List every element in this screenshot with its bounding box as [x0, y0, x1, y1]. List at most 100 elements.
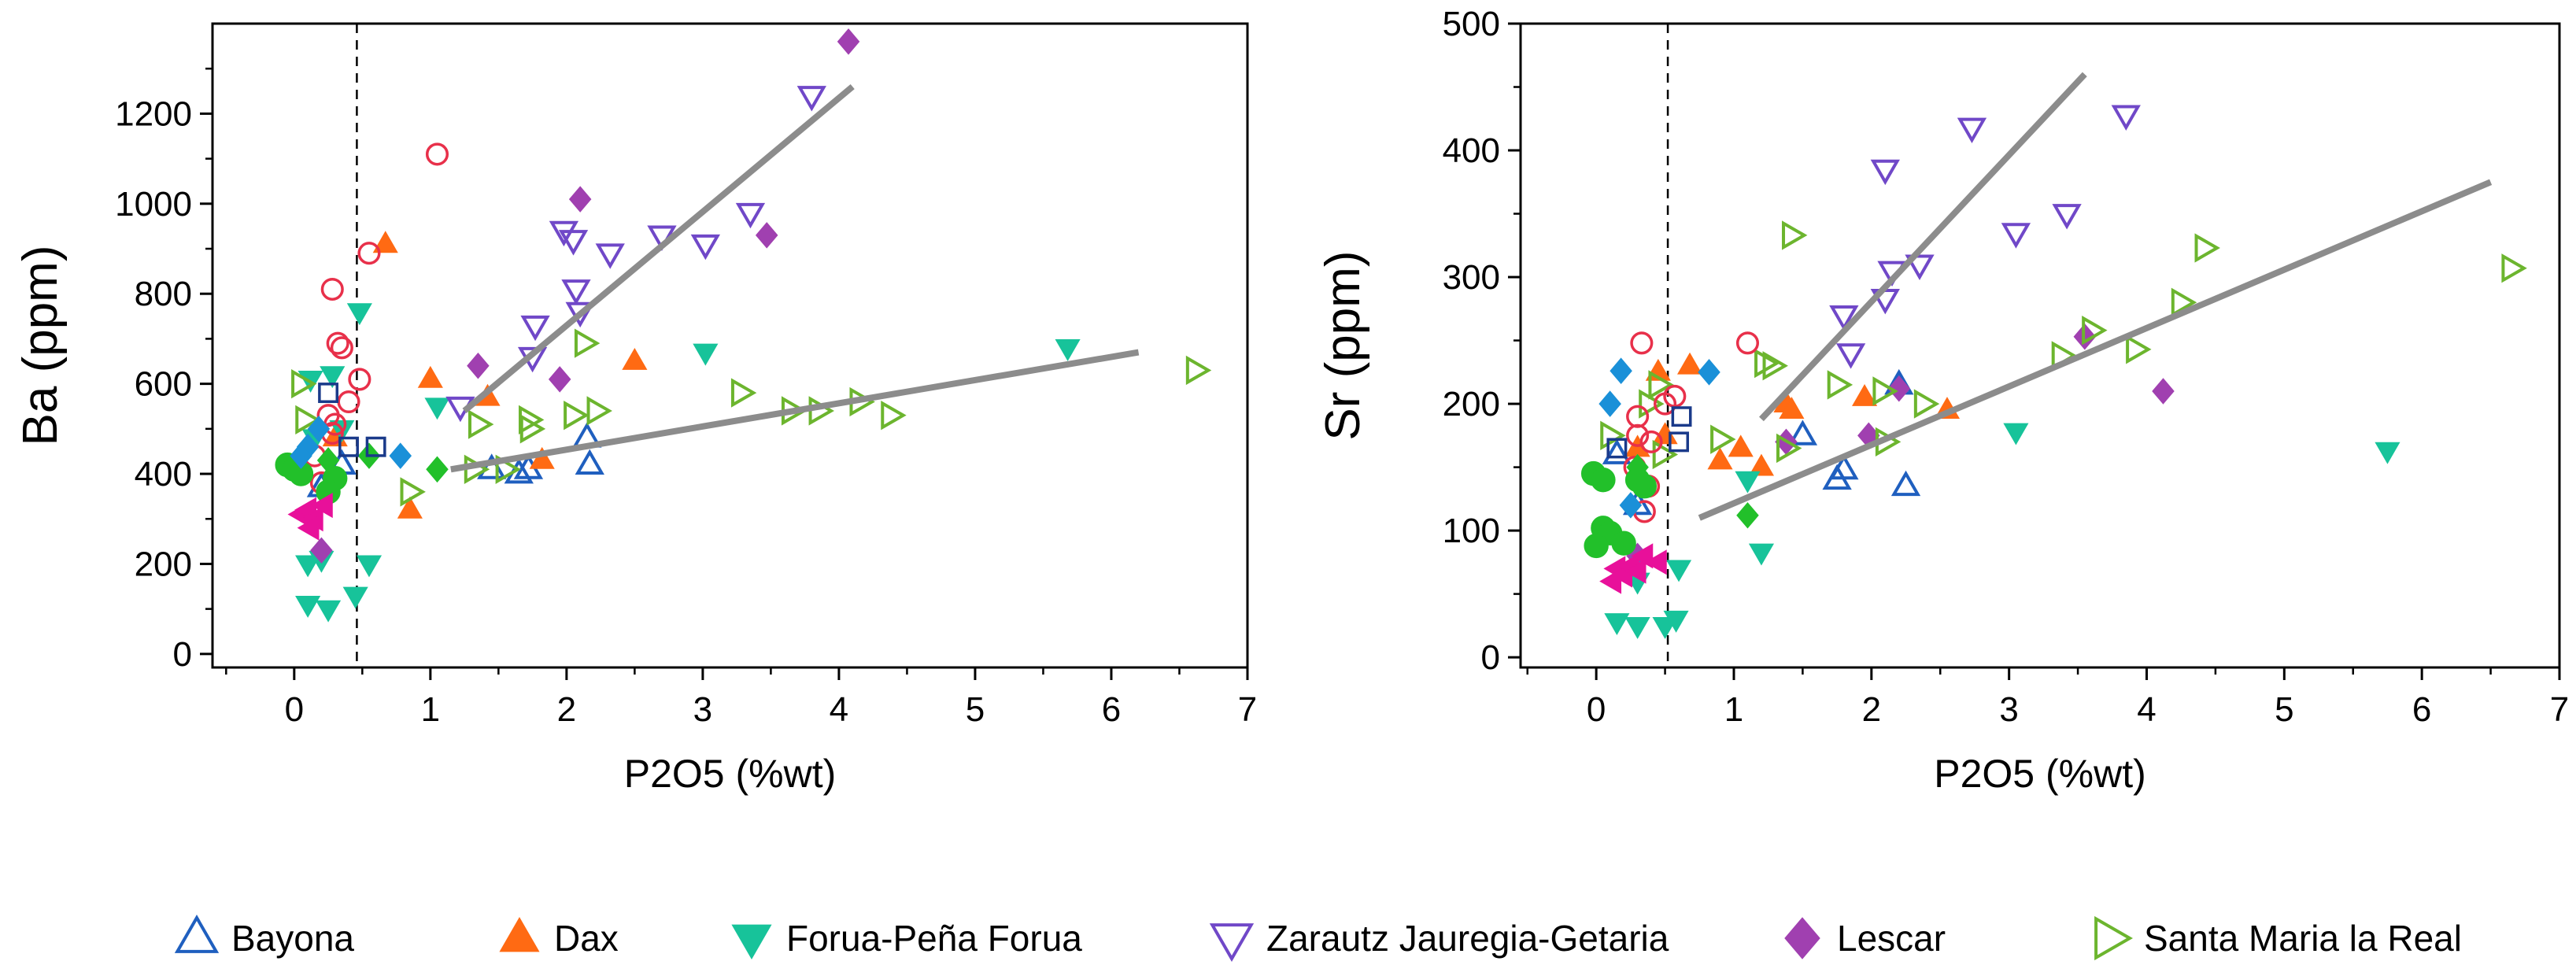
ba-chart: 0 1 2 3 4 5 6 7 0 200 400 600 800 1000 1200 P2O5 (%wt) B… [13, 22, 1257, 796]
ba-x-axis-label: P2O5 (%wt) [624, 752, 837, 796]
legend-label-forua-pe-a-forua: Forua-Peña Forua [786, 918, 1082, 959]
ba-point-zarautz-jauregia-getaria [690, 234, 721, 261]
ba-point-navy-open-squares [318, 383, 339, 404]
sr-point-blue-filled-diamonds [1610, 357, 1632, 384]
sr-point-open-circles [1735, 331, 1760, 355]
sr-point-forua-pe-a-forua [1665, 560, 1692, 582]
ba-point-santa-maria-la-real [730, 378, 757, 408]
sr-point-bayona [1602, 438, 1632, 464]
sr-point-santa-maria-la-real [1827, 370, 1853, 400]
legend-label-santa-maria-la-real: Santa Maria la Real [2144, 918, 2462, 959]
ba-point-navy-open-squares [365, 436, 386, 457]
ba-x-tick-label: 5 [966, 690, 985, 729]
sr-y-tick-label: 200 [1443, 385, 1500, 423]
sr-point-zarautz-jauregia-getaria [1905, 254, 1935, 280]
ba-point-lescar [755, 222, 778, 249]
sr-point-open-circles [1639, 430, 1663, 453]
sr-x-tick-label: 0 [1587, 690, 1606, 729]
ba-point-santa-maria-la-real [295, 405, 321, 435]
legend-label-lescar: Lescar [1837, 918, 1946, 959]
ba-point-santa-maria-la-real [495, 454, 522, 484]
sr-point-green-filled-circles [1584, 533, 1609, 559]
ba-point-zarautz-jauregia-getaria [558, 230, 589, 256]
sr-point-bayona [1890, 470, 1921, 497]
ba-point-dax [529, 446, 555, 469]
sr-point-santa-maria-la-real [1639, 389, 1665, 419]
sr-y-tick-label: 400 [1443, 131, 1500, 170]
sr-point-lescar [1887, 375, 1911, 402]
sr-point-santa-maria-la-real [1872, 376, 1898, 406]
sr-point-santa-maria-la-real [1782, 220, 1808, 250]
sr-point-navy-open-squares [1671, 406, 1692, 427]
ba-y-tick-label: 1000 [115, 185, 192, 224]
sr-point-forua-pe-a-forua [2375, 442, 2400, 464]
ba-x-tick-label: 7 [1238, 690, 1257, 729]
sr-point-santa-maria-la-real [1710, 424, 1736, 454]
ba-point-zarautz-jauregia-getaria [520, 315, 550, 342]
sr-point-forua-pe-a-forua [1663, 610, 1689, 633]
ba-point-zarautz-jauregia-getaria [595, 243, 625, 269]
ba-point-navy-open-squares [338, 436, 359, 457]
ba-point-forua-pe-a-forua [295, 555, 321, 578]
ba-point-zarautz-jauregia-getaria [565, 301, 595, 328]
sr-point-zarautz-jauregia-getaria [1870, 159, 1900, 186]
ba-point-green-filled-diamonds [316, 447, 340, 474]
sr-point-magenta-filled-triangles [1624, 558, 1646, 584]
sr-point-blue-filled-diamonds [1598, 390, 1621, 417]
sr-point-dax [1852, 384, 1878, 406]
sr-point-forua-pe-a-forua [2003, 423, 2029, 445]
sr-x-tick-label: 2 [1862, 690, 1881, 729]
legend-marker-bayona [174, 914, 220, 953]
ba-point-forua-pe-a-forua [295, 596, 321, 618]
ba-point-blue-filled-diamonds [290, 442, 312, 469]
sr-point-santa-maria-la-real [2171, 287, 2197, 317]
sr-point-santa-maria-la-real [2126, 335, 2152, 364]
legend-label-dax: Dax [554, 918, 619, 959]
sr-point-zarautz-jauregia-getaria [2111, 105, 2141, 131]
sr-point-santa-maria-la-real [2501, 253, 2527, 283]
sr-point-santa-maria-la-real [2082, 316, 2108, 346]
sr-point-dax [1779, 397, 1805, 420]
sr-point-green-filled-circles [1591, 467, 1616, 493]
ba-point-open-circles [330, 336, 353, 360]
ba-point-dax [622, 348, 648, 370]
ba-point-santa-maria-la-real [291, 368, 317, 399]
sr-point-zarautz-jauregia-getaria [1957, 117, 1987, 144]
ba-point-santa-maria-la-real [1185, 355, 1212, 386]
ba-point-zarautz-jauregia-getaria [561, 279, 591, 305]
sr-point-santa-maria-la-real [2194, 233, 2220, 263]
ba-y-tick-label: 200 [135, 545, 192, 583]
ba-point-blue-filled-diamonds [389, 442, 412, 469]
sr-x-tick-label: 6 [2412, 690, 2431, 729]
sr-y-axis-label: Sr (ppm) [1316, 250, 1370, 440]
sr-point-zarautz-jauregia-getaria [2052, 204, 2082, 230]
legend: Bayona Dax Forua-Peña Forua Zarautz Jauregi… [174, 914, 2462, 963]
sr-trend-line-2 [1698, 179, 2493, 521]
sr-point-bayona [1829, 453, 1859, 480]
ba-point-open-circles [357, 242, 381, 265]
sr-point-lescar [2152, 378, 2175, 405]
ba-point-open-circles [337, 390, 360, 414]
sr-x-tick-label: 3 [1999, 690, 2018, 729]
sr-point-forua-pe-a-forua [1735, 471, 1761, 494]
sr-trend-line-1 [1759, 72, 2087, 422]
sr-point-blue-filled-diamonds [1619, 492, 1643, 519]
ba-point-open-circles [326, 331, 349, 355]
ba-point-santa-maria-la-real [564, 401, 589, 431]
sr-point-bayona [1787, 420, 1818, 445]
legend-label-zarautz-jauregia-getaria: Zarautz Jauregia-Getaria [1266, 918, 1669, 959]
sr-chart: 0 1 2 3 4 5 6 7 0 100 200 300 400 500 P2O5 (%wt) Sr (pp… [1316, 5, 2569, 796]
sr-point-dax [1748, 453, 1775, 476]
sr-x-tick-label: 1 [1724, 690, 1743, 729]
sr-point-santa-maria-la-real [1754, 348, 1780, 379]
ba-point-forua-pe-a-forua [342, 586, 368, 609]
sr-point-santa-maria-la-real [1600, 420, 1626, 450]
ba-point-magenta-filled-triangles [297, 515, 320, 541]
sr-point-forua-pe-a-forua [1748, 543, 1775, 566]
ba-point-forua-pe-a-forua [424, 397, 450, 420]
ba-point-santa-maria-la-real [519, 405, 545, 435]
ba-point-open-circles [320, 277, 344, 301]
sr-point-navy-open-squares [1669, 431, 1690, 453]
ba-point-open-circles [348, 368, 371, 391]
